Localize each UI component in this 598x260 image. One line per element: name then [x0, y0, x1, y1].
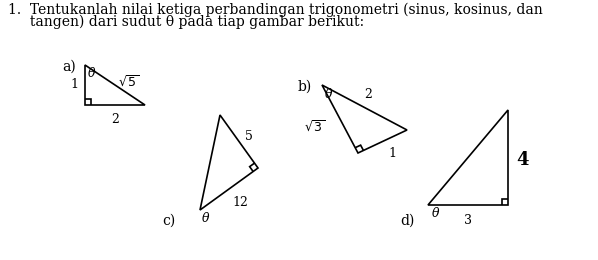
Text: d): d) [400, 214, 414, 228]
Text: $\sqrt{5}$: $\sqrt{5}$ [118, 74, 139, 90]
Text: 1: 1 [70, 79, 78, 92]
Text: 1: 1 [388, 147, 396, 160]
Text: 5: 5 [245, 131, 253, 144]
Text: 12: 12 [232, 196, 248, 209]
Text: 4: 4 [516, 151, 529, 169]
Text: θ: θ [88, 67, 96, 80]
Text: 3: 3 [464, 214, 472, 227]
Text: θ: θ [325, 88, 332, 101]
Text: c): c) [162, 214, 175, 228]
Text: $\sqrt{3}$: $\sqrt{3}$ [304, 119, 325, 135]
Text: tangen) dari sudut θ pada tiap gambar berikut:: tangen) dari sudut θ pada tiap gambar be… [8, 15, 364, 29]
Text: b): b) [298, 80, 312, 94]
Text: 2: 2 [111, 113, 119, 126]
Text: 1.  Tentukanlah nilai ketiga perbandingan trigonometri (sinus, kosinus, dan: 1. Tentukanlah nilai ketiga perbandingan… [8, 3, 543, 17]
Text: 2: 2 [364, 88, 372, 101]
Text: θ: θ [432, 207, 440, 220]
Text: a): a) [62, 60, 76, 74]
Text: θ: θ [202, 212, 209, 225]
